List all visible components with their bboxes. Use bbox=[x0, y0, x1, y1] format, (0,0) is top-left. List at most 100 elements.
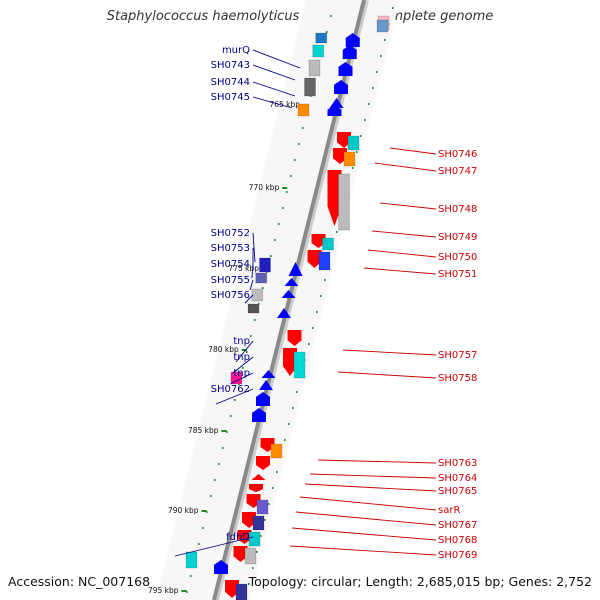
leader-line bbox=[174, 536, 254, 557]
gene-label: SH0756 bbox=[211, 290, 250, 301]
leader-line bbox=[252, 64, 296, 81]
gene-label: SH0752 bbox=[211, 228, 250, 239]
gene-box bbox=[322, 237, 334, 251]
kbp-labels: 765 kbp 770 kbp 775 kbp 780 kbp 785 kbp 790 k… bbox=[148, 100, 308, 595]
gene-arrow bbox=[214, 560, 228, 574]
kbp-label: 770 kbp bbox=[249, 183, 280, 192]
gene-label: murQ bbox=[222, 45, 250, 56]
gene-arrow bbox=[242, 512, 256, 528]
kbp-label: 795 kbp bbox=[148, 586, 179, 595]
gene-labels: murQ SH0743 SH0744 SH0745 SH0752 SH0753 SH0754… bbox=[211, 45, 478, 561]
gene-label: SH0754 bbox=[211, 259, 250, 270]
leader-line bbox=[295, 511, 437, 526]
gene-box bbox=[308, 59, 321, 77]
leader-line bbox=[309, 473, 437, 479]
gene-box bbox=[312, 44, 325, 58]
gene-label: SH0744 bbox=[211, 77, 250, 88]
gene-arrow bbox=[327, 170, 342, 226]
gene-box bbox=[235, 583, 248, 600]
gene-box bbox=[304, 77, 316, 97]
gene-arrow bbox=[233, 546, 248, 562]
leader-line bbox=[252, 232, 256, 263]
kbp-label: 785 kbp bbox=[188, 426, 219, 435]
gene-label: SH0748 bbox=[438, 204, 477, 215]
gene-arrow bbox=[249, 484, 263, 492]
gene-box bbox=[338, 173, 350, 231]
gene-arrow bbox=[256, 456, 270, 470]
gene-box bbox=[297, 103, 310, 117]
gene-label: SH0749 bbox=[438, 232, 477, 243]
gene-label: SH0762 bbox=[211, 384, 250, 395]
gene-label: SH0747 bbox=[438, 166, 477, 177]
gene-arrow bbox=[333, 148, 347, 164]
gene-label: tnp bbox=[233, 368, 250, 379]
gene-label: sarR bbox=[438, 505, 460, 516]
gene-label: SH0755 bbox=[211, 275, 250, 286]
gene-box bbox=[255, 272, 268, 284]
gene-label: SH0745 bbox=[211, 92, 250, 103]
leader-line bbox=[291, 527, 437, 541]
gene-label: SH0764 bbox=[438, 473, 477, 484]
gene-arrow bbox=[307, 250, 322, 268]
gene-box bbox=[347, 135, 360, 151]
leader-line bbox=[342, 349, 437, 356]
leader-line bbox=[289, 545, 437, 556]
gene-box bbox=[248, 531, 261, 547]
gene-arrow bbox=[251, 474, 266, 480]
leader-line bbox=[249, 279, 254, 291]
leader-line bbox=[229, 372, 254, 385]
leader-line bbox=[244, 294, 254, 304]
gene-arrow bbox=[256, 392, 270, 406]
genome-backbone bbox=[212, 0, 369, 600]
topology-text: Topology: circular; Length: 2,685,015 bp… bbox=[248, 574, 592, 589]
leader-line bbox=[371, 230, 437, 238]
leader-line bbox=[337, 371, 437, 379]
gene-arrow bbox=[337, 132, 351, 148]
gene-arrow bbox=[259, 380, 273, 390]
gene-arrow bbox=[338, 62, 353, 76]
gene-arrow bbox=[261, 370, 276, 378]
gene-label: SH0765 bbox=[438, 486, 477, 497]
backbone-line bbox=[212, 0, 366, 600]
gene-label: SH0757 bbox=[438, 350, 477, 361]
leader-line bbox=[251, 263, 254, 279]
kbp-label: 765 kbp bbox=[269, 100, 300, 109]
gene-label: tnp bbox=[233, 352, 250, 363]
leader-line bbox=[299, 496, 437, 511]
gene-label: SH0767 bbox=[438, 520, 477, 531]
gene-arrow bbox=[252, 408, 266, 422]
kbp-label: 790 kbp bbox=[168, 506, 199, 515]
gene-label: fdhD bbox=[226, 532, 250, 543]
gene-label: SH0751 bbox=[438, 269, 477, 280]
label-leader-lines bbox=[174, 49, 437, 557]
leader-line bbox=[252, 49, 301, 69]
gene-box bbox=[251, 288, 264, 302]
gene-label: SH0769 bbox=[438, 550, 477, 561]
leader-line bbox=[304, 483, 437, 492]
gene-box bbox=[252, 515, 265, 531]
gene-arrow bbox=[277, 308, 291, 318]
gene-box bbox=[376, 19, 389, 33]
gene-arrow bbox=[281, 290, 296, 298]
leader-line bbox=[235, 340, 254, 363]
gene-label: tnp bbox=[233, 336, 250, 347]
leader-line bbox=[374, 162, 437, 172]
gene-box bbox=[185, 551, 198, 569]
leader-line bbox=[363, 267, 437, 275]
gene-label: SH0750 bbox=[438, 252, 477, 263]
leader-line bbox=[317, 459, 437, 464]
gene-arrow bbox=[327, 106, 342, 116]
gene-features bbox=[185, 15, 390, 600]
leader-line bbox=[379, 202, 437, 210]
gene-arrow bbox=[311, 234, 326, 248]
gene-arrow bbox=[225, 580, 239, 598]
leader-line bbox=[252, 96, 293, 109]
kbp-label: 780 kbp bbox=[208, 345, 239, 354]
kbp-label: 775 kbp bbox=[228, 264, 259, 273]
gene-arrow bbox=[284, 278, 299, 286]
gene-arrow bbox=[334, 80, 348, 94]
gene-arrow bbox=[288, 262, 303, 276]
gene-label: SH0746 bbox=[438, 149, 477, 160]
gene-box bbox=[259, 257, 271, 273]
